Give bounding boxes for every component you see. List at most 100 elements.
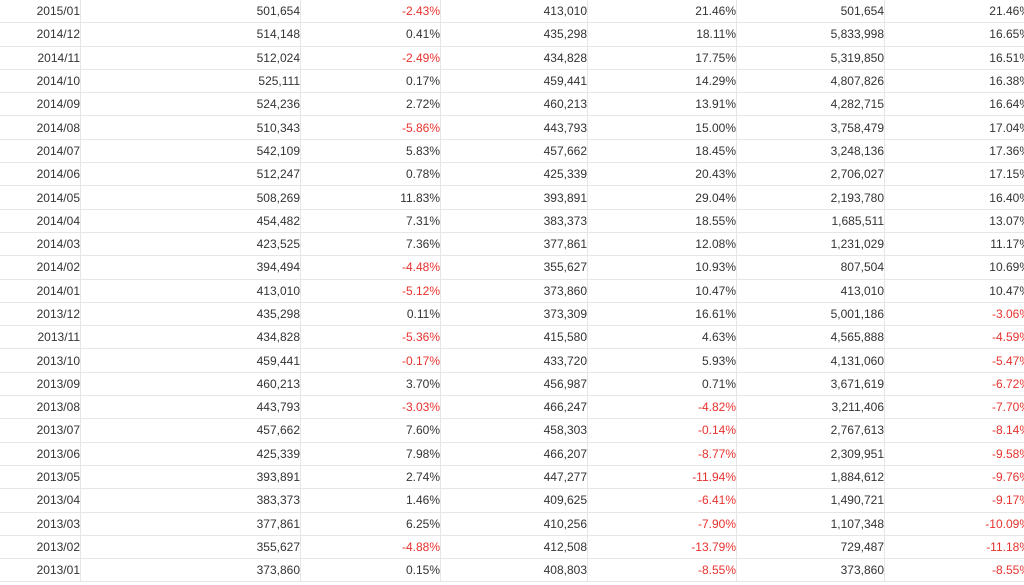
table-row: 2013/02 355,627 -4.88% 412,508 -13.79% 729,48… <box>0 535 1024 560</box>
cell-month: 2013/01 <box>0 558 81 583</box>
cell-prior-year-value: 393,891 <box>440 185 588 210</box>
cell-prior-year-value: 373,309 <box>440 302 588 327</box>
cell-cumulative-value: 5,001,186 <box>736 302 885 327</box>
cell-value: 383,373 <box>80 488 301 513</box>
cell-cumulative-value: 2,706,027 <box>736 162 885 187</box>
table-row: 2013/12 435,298 0.11% 373,309 16.61% 5,001,18… <box>0 302 1024 327</box>
cell-value: 355,627 <box>80 535 301 560</box>
cell-cumulative-yoy-change: 16.65% <box>884 22 1024 47</box>
cell-cumulative-value: 3,758,479 <box>736 115 885 140</box>
cell-cumulative-value: 3,671,619 <box>736 372 885 397</box>
cell-month: 2014/09 <box>0 92 81 117</box>
cell-cumulative-yoy-change: 16.38% <box>884 69 1024 94</box>
cell-prior-year-value: 443,793 <box>440 115 588 140</box>
cell-cumulative-yoy-change: -9.58% <box>884 442 1024 466</box>
cell-value: 525,111 <box>80 69 301 94</box>
cell-month: 2014/07 <box>0 139 81 164</box>
cell-yoy-change: 4.63% <box>587 325 737 350</box>
cell-yoy-change: -7.90% <box>587 512 737 536</box>
cell-yoy-change: 15.00% <box>587 115 737 140</box>
cell-month: 2013/04 <box>0 488 81 513</box>
cell-cumulative-value: 2,309,951 <box>736 442 885 466</box>
cell-cumulative-value: 1,490,721 <box>736 488 885 513</box>
cell-yoy-change: 18.11% <box>587 22 737 47</box>
cell-cumulative-value: 501,654 <box>736 0 885 24</box>
cell-prior-year-value: 383,373 <box>440 209 588 233</box>
cell-cumulative-yoy-change: 10.47% <box>884 279 1024 303</box>
cell-month: 2013/09 <box>0 372 81 397</box>
cell-yoy-change: 5.93% <box>587 348 737 373</box>
cell-month: 2013/11 <box>0 325 81 350</box>
cell-mom-change: 0.41% <box>300 22 441 47</box>
cell-prior-year-value: 447,277 <box>440 465 588 490</box>
cell-cumulative-yoy-change: 16.40% <box>884 185 1024 210</box>
cell-yoy-change: -8.55% <box>587 558 737 583</box>
table-row: 2013/09 460,213 3.70% 456,987 0.71% 3,671,619… <box>0 372 1024 397</box>
cell-mom-change: 5.83% <box>300 139 441 164</box>
cell-month: 2013/12 <box>0 302 81 327</box>
cell-value: 443,793 <box>80 395 301 420</box>
cell-mom-change: -4.48% <box>300 255 441 280</box>
cell-mom-change: -5.36% <box>300 325 441 350</box>
cell-yoy-change: 13.91% <box>587 92 737 117</box>
cell-yoy-change: 18.45% <box>587 139 737 164</box>
cell-yoy-change: 18.55% <box>587 209 737 233</box>
cell-prior-year-value: 456,987 <box>440 372 588 397</box>
cell-cumulative-yoy-change: -7.70% <box>884 395 1024 420</box>
cell-mom-change: 7.60% <box>300 418 441 443</box>
cell-cumulative-value: 729,487 <box>736 535 885 560</box>
cell-month: 2014/10 <box>0 69 81 94</box>
cell-value: 508,269 <box>80 185 301 210</box>
cell-month: 2013/07 <box>0 418 81 443</box>
table-row: 2014/07 542,109 5.83% 457,662 18.45% 3,248,13… <box>0 139 1024 164</box>
cell-prior-year-value: 355,627 <box>440 255 588 280</box>
table-row: 2013/06 425,339 7.98% 466,207 -8.77% 2,309,95… <box>0 442 1024 466</box>
cell-month: 2014/02 <box>0 255 81 280</box>
cell-cumulative-value: 4,131,060 <box>736 348 885 373</box>
cell-value: 454,482 <box>80 209 301 233</box>
cell-cumulative-value: 1,107,348 <box>736 512 885 536</box>
cell-value: 413,010 <box>80 279 301 303</box>
cell-mom-change: 7.31% <box>300 209 441 233</box>
cell-cumulative-value: 807,504 <box>736 255 885 280</box>
cell-yoy-change: -8.77% <box>587 442 737 466</box>
table-row: 2014/09 524,236 2.72% 460,213 13.91% 4,282,71… <box>0 92 1024 117</box>
cell-yoy-change: -6.41% <box>587 488 737 513</box>
cell-yoy-change: -13.79% <box>587 535 737 560</box>
cell-cumulative-yoy-change: 17.36% <box>884 139 1024 164</box>
cell-cumulative-value: 2,193,780 <box>736 185 885 210</box>
cell-cumulative-value: 1,884,612 <box>736 465 885 490</box>
cell-cumulative-yoy-change: -5.47% <box>884 348 1024 373</box>
cell-cumulative-yoy-change: -9.76% <box>884 465 1024 490</box>
cell-value: 425,339 <box>80 442 301 466</box>
cell-yoy-change: 14.29% <box>587 69 737 94</box>
cell-month: 2013/08 <box>0 395 81 420</box>
cell-month: 2013/02 <box>0 535 81 560</box>
cell-value: 373,860 <box>80 558 301 583</box>
cell-value: 435,298 <box>80 302 301 327</box>
cell-yoy-change: 10.93% <box>587 255 737 280</box>
table-row: 2013/11 434,828 -5.36% 415,580 4.63% 4,565,88… <box>0 325 1024 350</box>
cell-month: 2014/01 <box>0 279 81 303</box>
cell-value: 542,109 <box>80 139 301 164</box>
cell-prior-year-value: 412,508 <box>440 535 588 560</box>
cell-value: 460,213 <box>80 372 301 397</box>
cell-prior-year-value: 373,860 <box>440 279 588 303</box>
table-row: 2014/01 413,010 -5.12% 373,860 10.47% 413,010… <box>0 279 1024 303</box>
table-row: 2013/05 393,891 2.74% 447,277 -11.94% 1,884,6… <box>0 465 1024 490</box>
table-row: 2014/12 514,148 0.41% 435,298 18.11% 5,833,99… <box>0 22 1024 47</box>
cell-cumulative-yoy-change: 16.51% <box>884 46 1024 70</box>
table-row: 2014/02 394,494 -4.48% 355,627 10.93% 807,504… <box>0 255 1024 280</box>
cell-prior-year-value: 435,298 <box>440 22 588 47</box>
cell-yoy-change: 29.04% <box>587 185 737 210</box>
cell-cumulative-value: 373,860 <box>736 558 885 583</box>
table-row: 2014/06 512,247 0.78% 425,339 20.43% 2,706,02… <box>0 162 1024 187</box>
cell-mom-change: 3.70% <box>300 372 441 397</box>
cell-cumulative-yoy-change: -8.14% <box>884 418 1024 443</box>
cell-mom-change: -4.88% <box>300 535 441 560</box>
cell-prior-year-value: 460,213 <box>440 92 588 117</box>
cell-yoy-change: 20.43% <box>587 162 737 187</box>
cell-yoy-change: -4.82% <box>587 395 737 420</box>
cell-prior-year-value: 458,303 <box>440 418 588 443</box>
cell-value: 459,441 <box>80 348 301 373</box>
